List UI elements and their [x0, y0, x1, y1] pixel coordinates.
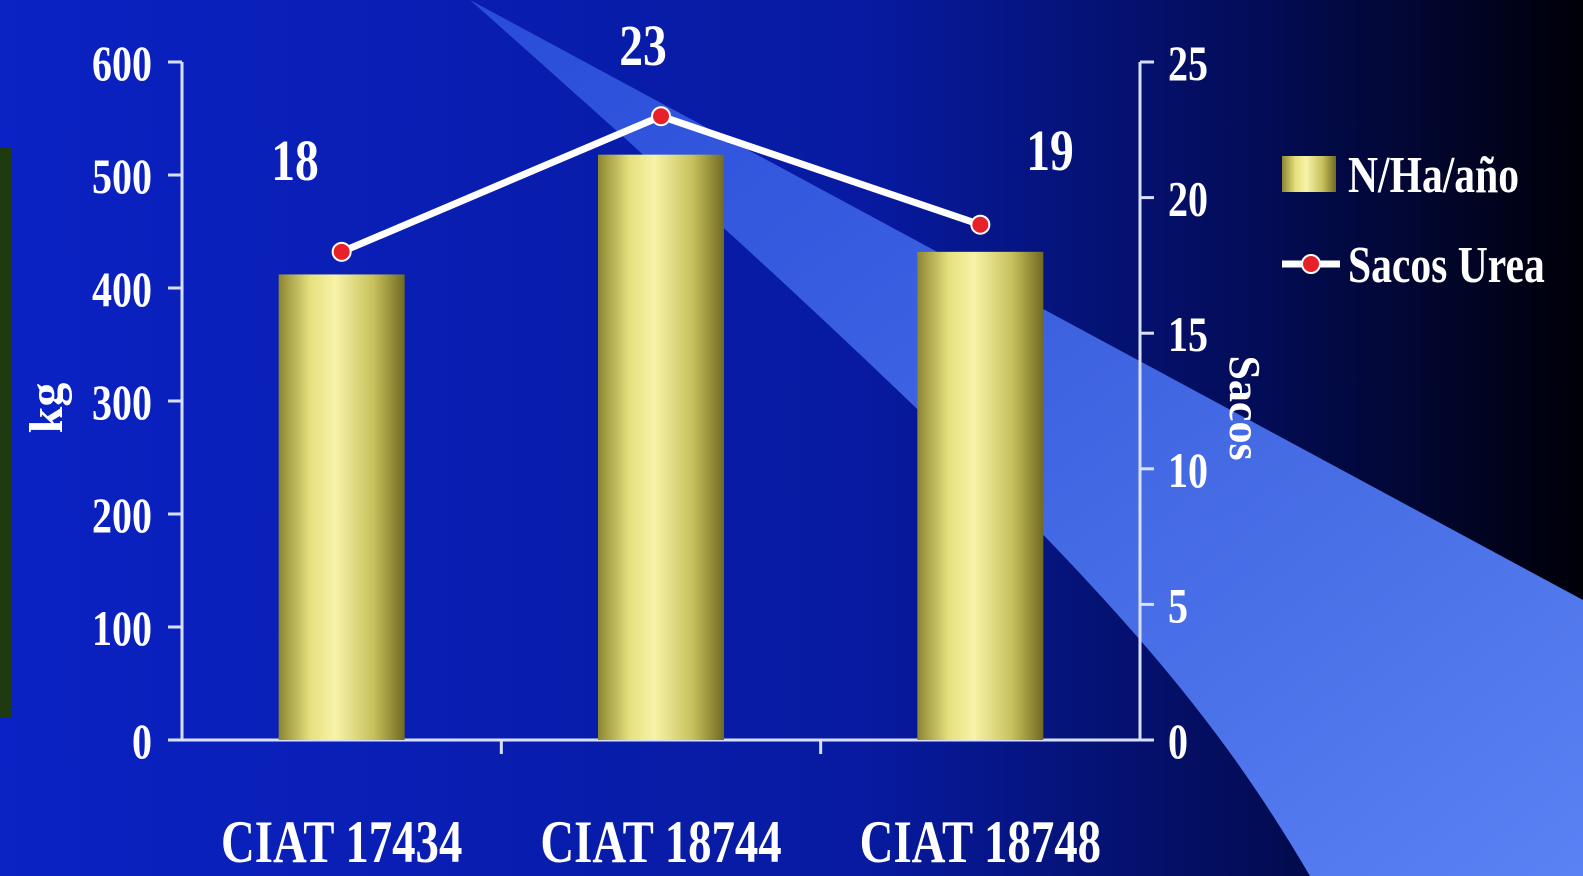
data-label: 23: [619, 15, 667, 78]
legend-label-bar: N/Ha/año: [1348, 147, 1519, 204]
data-label: 18: [271, 130, 319, 193]
y2-tick-label: 15: [1168, 307, 1208, 362]
y2-tick-label: 5: [1168, 578, 1188, 633]
bar: [917, 251, 1044, 740]
y2-tick-label: 20: [1168, 171, 1208, 226]
y2-axis-title: Sacos: [1220, 355, 1269, 460]
y2-tick-label: 0: [1168, 714, 1188, 769]
y-tick-label: 200: [92, 488, 152, 543]
legend-swatch-marker: [1301, 254, 1321, 274]
legend-label-line: Sacos Urea: [1348, 237, 1545, 294]
y-tick-label: 600: [92, 36, 152, 91]
y-axis-title: kg: [20, 383, 73, 434]
plot-area: 0 100 200 300 400 500 600 0 5 10 15 20 25 kg Sacos CIAT…: [20, 15, 1269, 876]
y-tick-label: 0: [132, 714, 152, 769]
x-tick-label: CIAT 17434: [221, 808, 462, 875]
bar: [598, 154, 724, 740]
y-tick-label: 500: [92, 149, 152, 204]
line-marker: [970, 214, 991, 235]
legend: N/Ha/año Sacos Urea: [1282, 147, 1545, 294]
line-marker: [331, 241, 352, 262]
data-label: 19: [1026, 120, 1074, 183]
x-tick-label: CIAT 18748: [860, 808, 1101, 875]
y-tick-label: 300: [92, 375, 152, 430]
y-tick-label: 400: [92, 262, 152, 317]
left-edge-strip: [0, 148, 12, 718]
y2-tick-label: 10: [1168, 443, 1208, 498]
legend-swatch-bar: [1282, 156, 1336, 192]
line-marker: [651, 106, 671, 127]
x-tick-label: CIAT 18744: [540, 808, 781, 875]
y-tick-label: 100: [92, 601, 152, 656]
y2-tick-label: 25: [1168, 36, 1208, 91]
bar: [278, 274, 405, 740]
